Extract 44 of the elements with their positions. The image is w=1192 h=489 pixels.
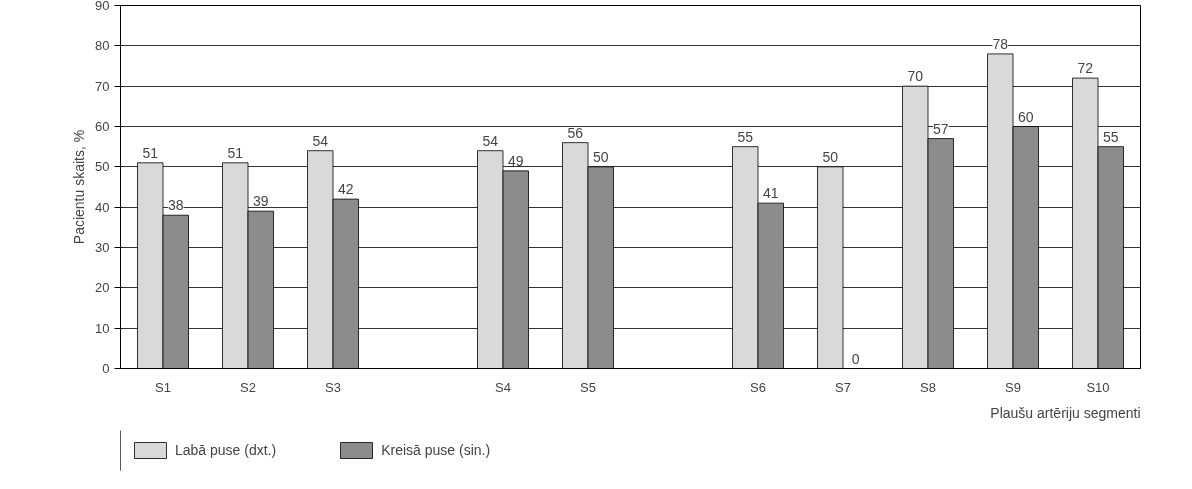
- data-label: 50: [592, 148, 609, 165]
- y-tick-label: 80: [95, 38, 110, 54]
- data-label: 51: [142, 144, 159, 161]
- x-tick-label: S9: [1005, 379, 1021, 395]
- x-tick-label: S8: [920, 379, 936, 395]
- data-label: 50: [822, 148, 839, 165]
- data-label: 78: [992, 35, 1009, 52]
- y-tick-label: 20: [95, 280, 110, 296]
- y-tick-label: 60: [95, 119, 110, 134]
- x-axis-title: Plaušu artēriju segmenti: [990, 404, 1141, 421]
- x-tick-label: S6: [750, 379, 766, 395]
- data-label: 41: [762, 185, 779, 202]
- x-tick-label: S3: [325, 379, 341, 395]
- y-tick-label: 40: [95, 199, 110, 215]
- data-label: 51: [227, 144, 244, 161]
- y-tick-label: 90: [95, 0, 110, 13]
- data-label: 49: [507, 152, 524, 169]
- x-tick-label: S7: [835, 379, 851, 395]
- data-label: 56: [567, 124, 584, 141]
- data-label: 55: [737, 128, 754, 145]
- data-label: 72: [1077, 60, 1094, 77]
- data-label: 60: [1017, 108, 1034, 125]
- data-label: 57: [932, 120, 949, 137]
- y-tick-label: 50: [95, 159, 110, 175]
- y-tick-label: 70: [95, 78, 110, 94]
- y-tick-label: 30: [95, 240, 110, 255]
- y-tick-label: 0: [102, 361, 110, 376]
- y-axis-title: Pacientu skaits, %: [71, 129, 88, 245]
- data-label: 54: [312, 132, 329, 149]
- y-tick-label: 10: [95, 320, 110, 336]
- x-tick-label: S2: [240, 379, 256, 395]
- legend-label: Kreisā puse (sin.): [381, 442, 491, 458]
- x-tick-label: S4: [495, 379, 511, 395]
- data-label: 70: [907, 68, 924, 85]
- data-label: 0: [851, 350, 860, 367]
- data-label: 38: [167, 197, 184, 214]
- x-tick-label: S1: [155, 379, 171, 395]
- legend-label: Labā puse (dxt.): [175, 442, 277, 458]
- x-tick-label: S5: [580, 379, 596, 395]
- data-label: 42: [337, 181, 354, 198]
- data-label: 54: [482, 132, 499, 149]
- data-label: 55: [1102, 128, 1119, 145]
- data-label: 39: [252, 193, 269, 210]
- x-tick-label: S10: [1086, 379, 1110, 395]
